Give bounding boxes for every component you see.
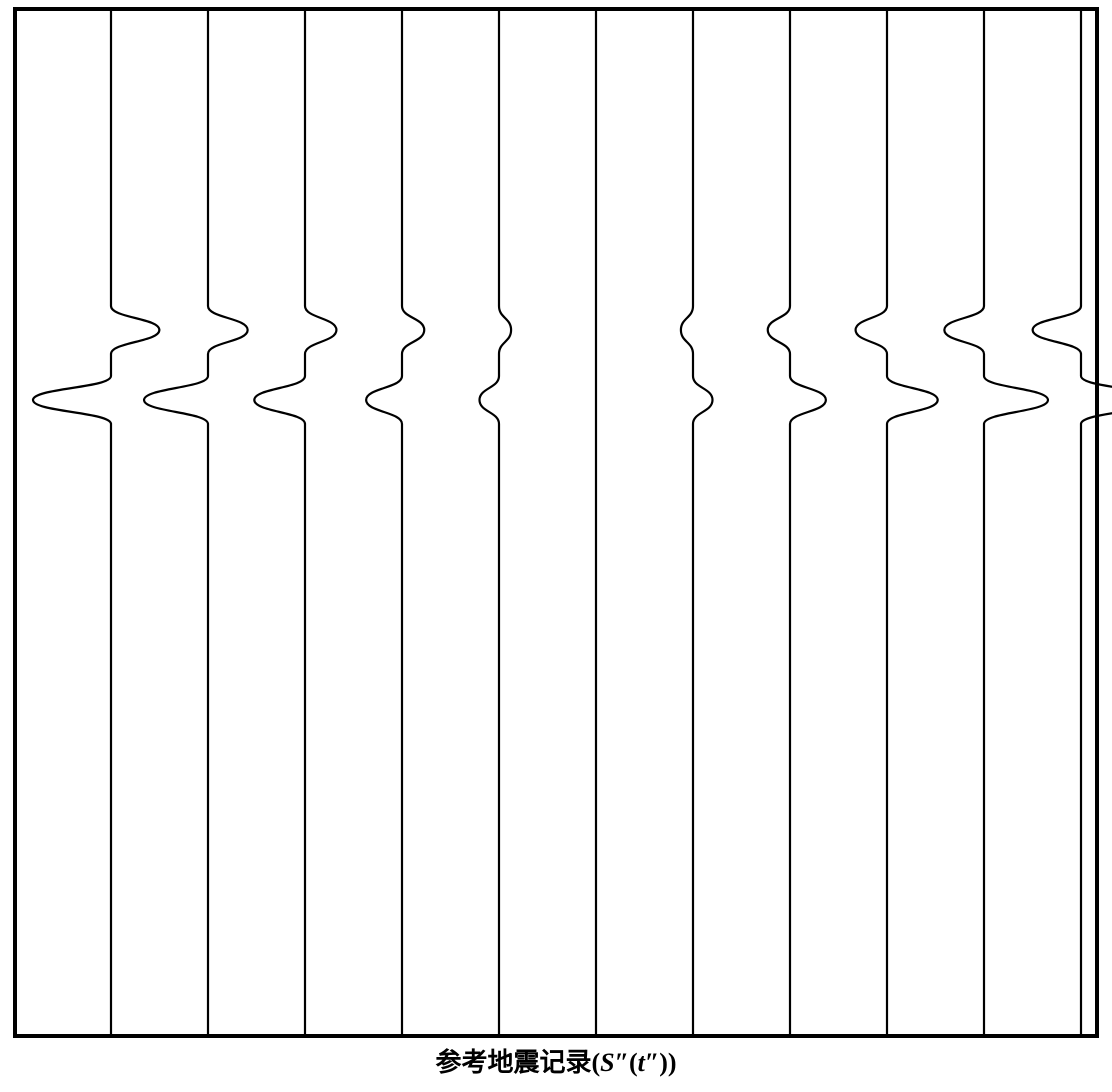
- seismic-svg: [0, 0, 1112, 1087]
- seismic-wiggle-plot: [0, 0, 1112, 1092]
- caption-prime2: ″: [645, 1048, 659, 1077]
- caption-prefix: 参考地震记录(: [435, 1048, 600, 1077]
- plot-border: [15, 9, 1097, 1036]
- caption-paren-open: (: [629, 1048, 638, 1077]
- caption-suffix: )): [659, 1048, 676, 1077]
- figure-caption: 参考地震记录(S″(t″)): [0, 1042, 1112, 1079]
- caption-var-t: t: [638, 1048, 645, 1077]
- caption-var-S: S: [600, 1048, 614, 1077]
- caption-prime1: ″: [615, 1048, 629, 1077]
